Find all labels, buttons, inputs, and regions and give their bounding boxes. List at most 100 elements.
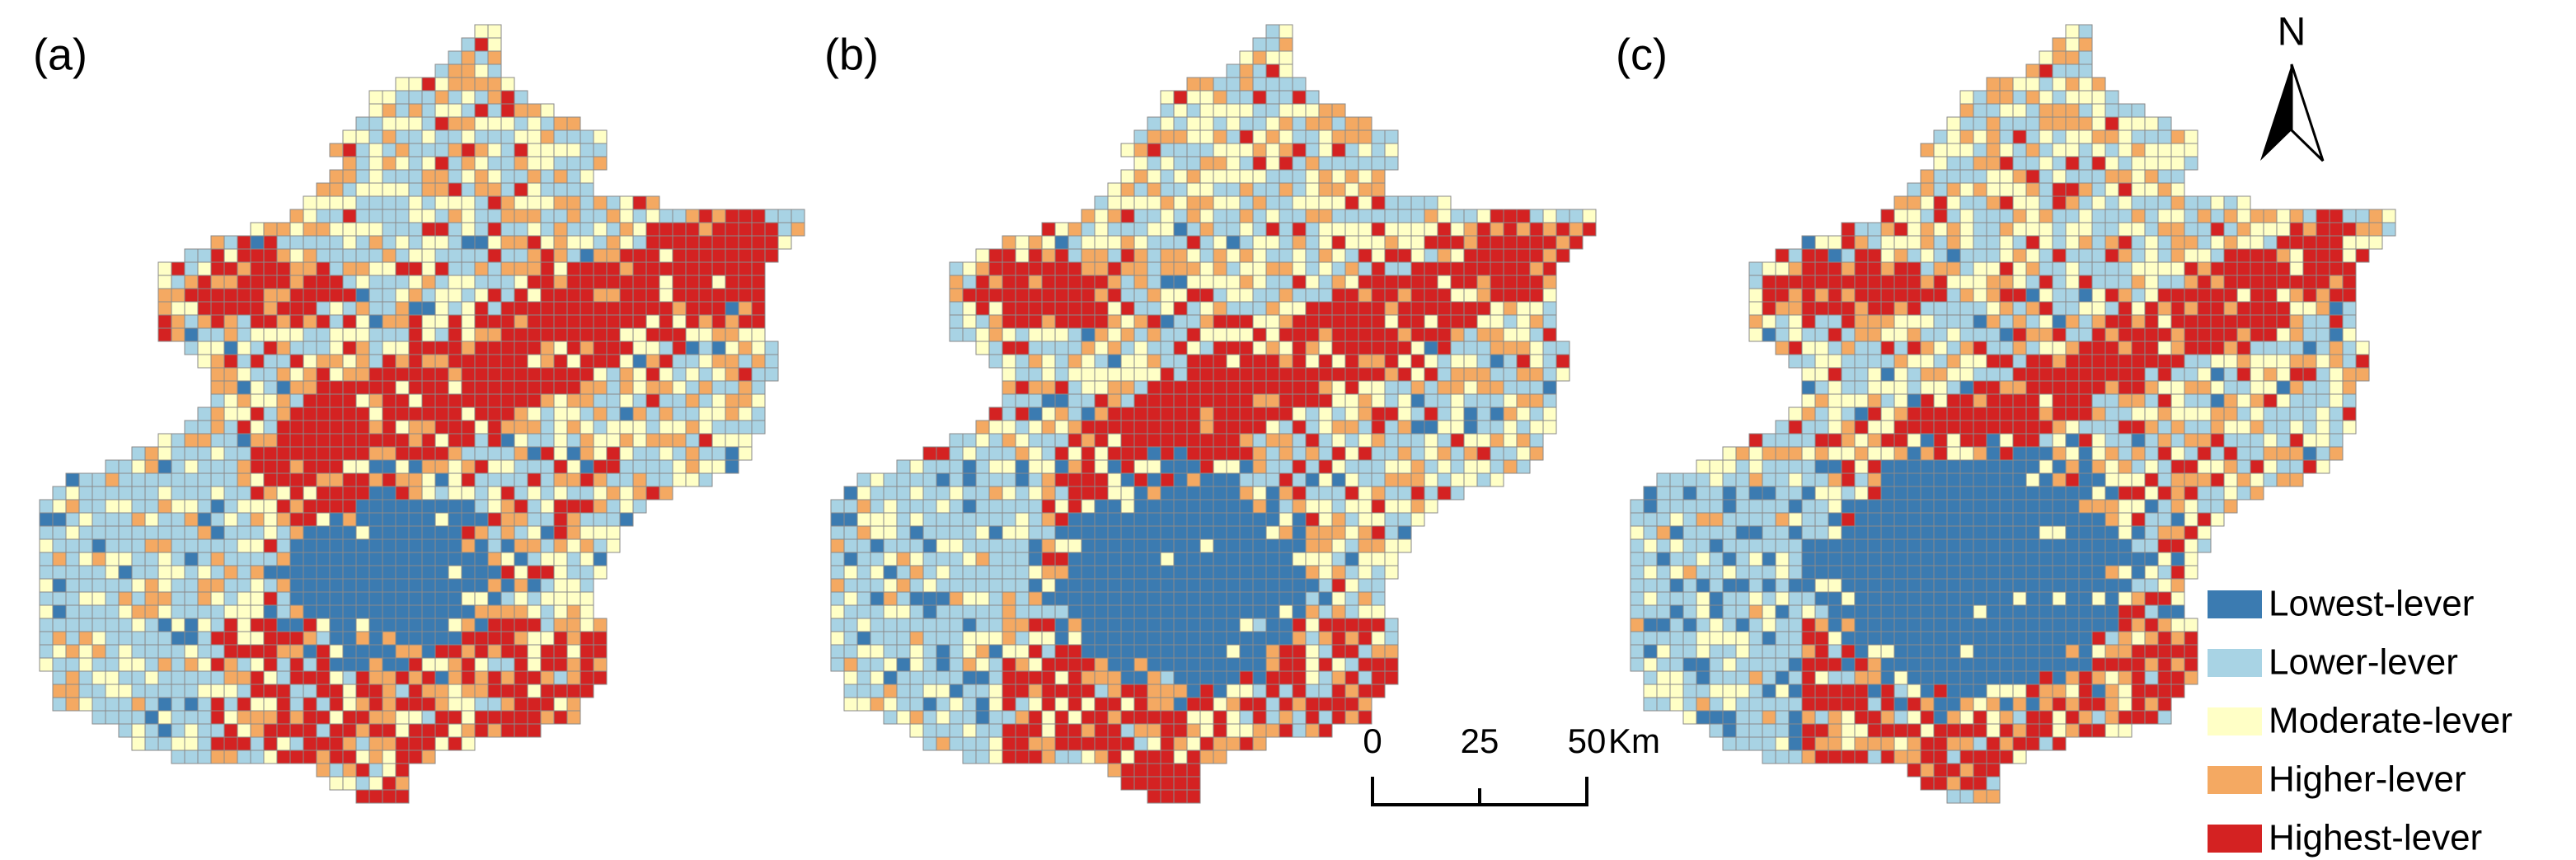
grid-cell	[566, 631, 581, 646]
grid-cell	[1199, 433, 1214, 448]
grid-cell	[1318, 129, 1333, 144]
grid-cell	[1331, 354, 1346, 369]
grid-cell	[276, 591, 291, 606]
grid-cell	[1265, 578, 1280, 593]
grid-cell	[223, 341, 238, 355]
grid-cell	[2302, 235, 2317, 250]
grid-cell	[1081, 393, 1096, 408]
grid-cell	[1239, 129, 1254, 144]
grid-cell	[2065, 77, 2080, 92]
grid-cell	[368, 209, 383, 223]
grid-cell	[2131, 341, 2146, 355]
grid-cell	[1555, 209, 1570, 223]
grid-cell	[316, 618, 331, 632]
grid-cell	[1344, 670, 1359, 685]
grid-cell	[1252, 565, 1267, 580]
grid-cell	[579, 604, 594, 619]
grid-cell	[223, 670, 238, 685]
grid-cell	[2065, 288, 2080, 303]
grid-cell	[210, 275, 225, 289]
grid-cell	[342, 512, 357, 527]
grid-cell	[1318, 407, 1333, 421]
grid-cell	[237, 644, 251, 659]
grid-cell	[276, 512, 291, 527]
grid-cell	[197, 512, 212, 527]
grid-cell	[2329, 301, 2344, 316]
grid-cell	[2039, 367, 2053, 382]
grid-cell	[78, 604, 93, 619]
grid-cell	[843, 684, 858, 698]
grid-cell	[1542, 222, 1557, 237]
grid-cell	[1331, 499, 1346, 514]
grid-cell	[751, 341, 766, 355]
grid-cell	[540, 591, 555, 606]
grid-cell	[645, 393, 660, 408]
grid-cell	[1986, 116, 2001, 131]
grid-cell	[936, 591, 950, 606]
grid-cell	[1529, 327, 1544, 342]
grid-cell	[461, 407, 476, 421]
grid-cell	[210, 314, 225, 329]
grid-cell	[395, 591, 410, 606]
grid-cell	[368, 552, 383, 566]
grid-cell	[1213, 433, 1227, 448]
grid-cell	[1028, 367, 1043, 382]
grid-cell	[1490, 446, 1504, 461]
grid-cell	[1186, 407, 1201, 421]
grid-cell	[250, 697, 265, 712]
grid-cell	[1358, 710, 1372, 725]
grid-cell	[1133, 222, 1148, 237]
grid-cell	[1067, 710, 1082, 725]
grid-cell	[1226, 684, 1241, 698]
grid-cell	[421, 459, 436, 474]
grid-cell	[1371, 288, 1386, 303]
grid-cell	[448, 499, 462, 514]
grid-cell	[1331, 684, 1346, 698]
grid-cell	[421, 433, 436, 448]
grid-cell	[316, 327, 331, 342]
grid-cell	[711, 261, 726, 276]
grid-cell	[1107, 275, 1122, 289]
grid-cell	[2039, 301, 2053, 316]
grid-cell	[250, 341, 265, 355]
grid-cell	[2104, 288, 2119, 303]
grid-cell	[487, 275, 502, 289]
grid-cell	[223, 644, 238, 659]
grid-cell	[1358, 407, 1372, 421]
grid-cell	[52, 499, 67, 514]
grid-cell	[2052, 195, 2067, 210]
grid-cell	[1933, 288, 1948, 303]
grid-cell	[1239, 552, 1254, 566]
grid-cell	[593, 486, 608, 500]
grid-cell	[1424, 209, 1438, 223]
grid-cell	[593, 341, 608, 355]
grid-cell	[2091, 156, 2106, 171]
grid-cell	[619, 327, 634, 342]
grid-cell	[1239, 314, 1254, 329]
grid-cell	[210, 512, 225, 527]
grid-cell	[579, 380, 594, 395]
grid-cell	[1854, 393, 1869, 408]
grid-cell	[1305, 129, 1320, 144]
grid-cell	[2170, 195, 2185, 210]
grid-cell	[434, 143, 449, 157]
grid-cell	[184, 301, 199, 316]
grid-cell	[1959, 301, 1974, 316]
grid-cell	[184, 631, 199, 646]
grid-cell	[2104, 261, 2119, 276]
grid-cell	[368, 314, 383, 329]
grid-cell	[1292, 670, 1307, 685]
grid-cell	[2236, 301, 2251, 316]
grid-cell	[1292, 459, 1307, 474]
grid-cell	[1529, 407, 1544, 421]
grid-cell	[1999, 235, 2014, 250]
grid-cell	[1186, 222, 1201, 237]
grid-cell	[382, 90, 396, 105]
grid-cell	[2329, 261, 2344, 276]
grid-cell	[250, 538, 265, 553]
grid-cell	[2039, 182, 2053, 197]
grid-cell	[579, 670, 594, 685]
grid-cell	[1516, 288, 1531, 303]
grid-cell	[316, 723, 331, 738]
grid-cell	[909, 670, 924, 685]
